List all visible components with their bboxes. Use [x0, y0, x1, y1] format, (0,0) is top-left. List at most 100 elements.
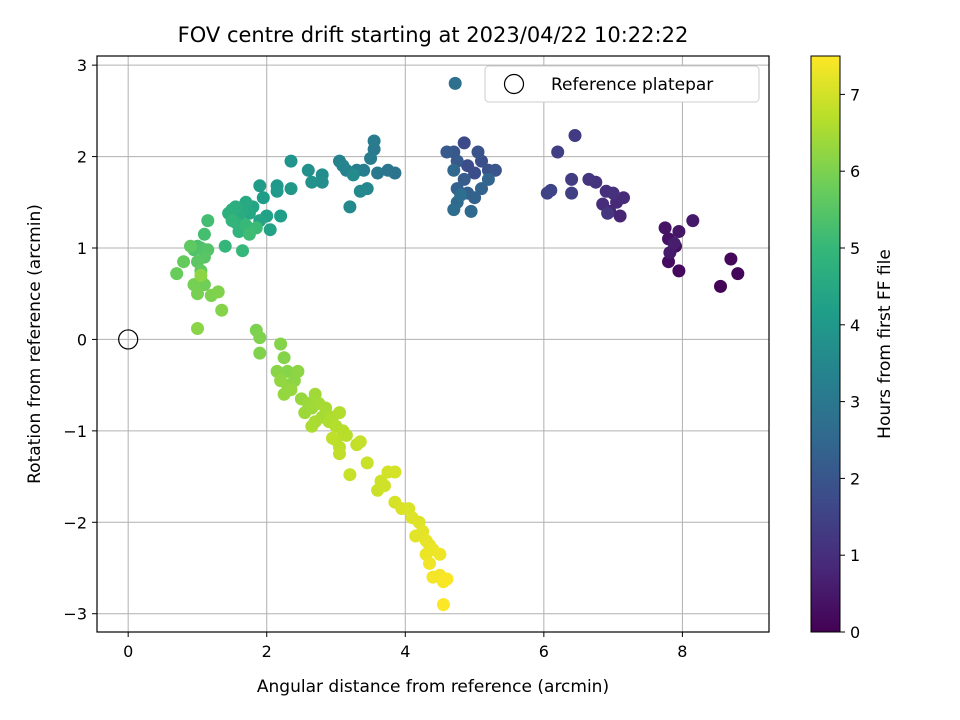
x-tick-label: 6 — [539, 642, 549, 661]
grid-lines — [97, 56, 769, 632]
data-point — [170, 267, 184, 281]
data-point — [284, 182, 298, 196]
y-axis-label: Rotation from reference (arcmin) — [25, 204, 45, 484]
data-point — [464, 204, 478, 218]
data-point — [277, 351, 291, 365]
data-point — [714, 279, 727, 293]
data-point — [274, 374, 288, 388]
colorbar-bar — [810, 55, 841, 633]
data-point — [381, 163, 395, 177]
colorbar-tick-label: 3 — [850, 393, 860, 412]
data-point — [242, 227, 256, 241]
data-point — [346, 168, 360, 182]
data-point — [236, 244, 249, 258]
data-point — [315, 175, 329, 189]
data-point — [177, 255, 191, 269]
data-point — [475, 182, 488, 196]
data-point — [388, 465, 402, 479]
data-point — [447, 203, 461, 217]
data-point — [274, 337, 288, 351]
y-tick-label: 1 — [77, 239, 87, 258]
plot-frame — [96, 55, 770, 633]
colorbar-tick-label: 0 — [850, 623, 860, 642]
y-tick-label: 3 — [77, 56, 87, 75]
data-point — [284, 383, 298, 397]
data-point — [565, 186, 579, 200]
data-point — [281, 364, 294, 378]
data-point — [291, 364, 305, 378]
x-tick-label: 8 — [677, 642, 687, 661]
data-points — [170, 76, 745, 612]
data-point — [301, 163, 315, 177]
data-point — [305, 175, 319, 189]
data-point — [672, 225, 686, 238]
data-point — [184, 239, 197, 253]
colorbar-tick-label: 6 — [850, 162, 860, 181]
data-point — [686, 214, 700, 228]
colorbar-ticks: 0 1 2 3 4 5 6 7 — [840, 85, 860, 642]
data-point — [353, 184, 367, 198]
data-point — [468, 191, 482, 205]
data-point — [454, 188, 468, 202]
data-point — [336, 159, 350, 173]
data-point — [305, 419, 319, 433]
data-point — [617, 191, 630, 205]
legend: Reference platepar — [484, 65, 760, 103]
data-point — [253, 179, 267, 193]
data-point — [256, 191, 270, 205]
data-point — [658, 221, 672, 235]
data-point — [274, 209, 288, 223]
data-point — [197, 227, 211, 241]
data-point — [447, 163, 461, 177]
colorbar: 0 1 2 3 4 5 6 7 Hours from first FF file — [810, 55, 895, 642]
data-point — [225, 214, 239, 228]
reference-marker-group — [118, 329, 139, 350]
data-point — [551, 145, 565, 159]
data-point — [353, 435, 367, 449]
data-point — [253, 346, 267, 360]
colorbar-tick-label: 4 — [850, 316, 860, 335]
colorbar-tick-label: 5 — [850, 239, 860, 258]
x-axis-label: Angular distance from reference (arcmin) — [257, 677, 609, 697]
data-point — [367, 134, 381, 148]
y-tick-label: −3 — [63, 605, 87, 624]
data-point — [436, 598, 450, 612]
data-point — [263, 223, 277, 237]
data-point — [364, 151, 378, 165]
data-point — [371, 166, 385, 180]
x-axis-ticks: 0 2 4 6 8 — [123, 632, 687, 661]
y-tick-label: −1 — [63, 422, 87, 441]
data-point — [601, 206, 615, 220]
data-point — [423, 556, 436, 570]
colorbar-tick-label: 7 — [850, 85, 860, 104]
data-point — [194, 268, 208, 282]
data-point — [339, 428, 353, 442]
data-point — [211, 285, 225, 299]
x-tick-label: 0 — [123, 642, 133, 661]
data-point — [440, 145, 454, 159]
data-point — [270, 184, 284, 198]
data-point — [360, 456, 374, 470]
data-point — [378, 479, 391, 493]
colorbar-tick-label: 1 — [850, 546, 860, 565]
data-point — [343, 200, 357, 214]
data-point — [201, 214, 215, 228]
data-point — [319, 401, 333, 415]
data-point — [582, 172, 596, 186]
data-point — [440, 572, 454, 586]
data-point — [284, 154, 298, 168]
y-tick-label: −2 — [63, 513, 87, 532]
data-point — [191, 287, 204, 301]
data-point — [333, 447, 346, 461]
data-point — [672, 264, 686, 278]
y-tick-label: 2 — [77, 148, 87, 167]
data-point — [343, 468, 357, 482]
data-point — [471, 145, 485, 159]
data-point — [457, 172, 471, 186]
data-point — [565, 172, 579, 186]
colorbar-tick-label: 2 — [850, 469, 860, 488]
data-point — [333, 406, 346, 420]
data-point — [448, 76, 462, 90]
y-tick-label: 0 — [77, 330, 87, 349]
colorbar-label: Hours from first FF file — [875, 249, 895, 439]
